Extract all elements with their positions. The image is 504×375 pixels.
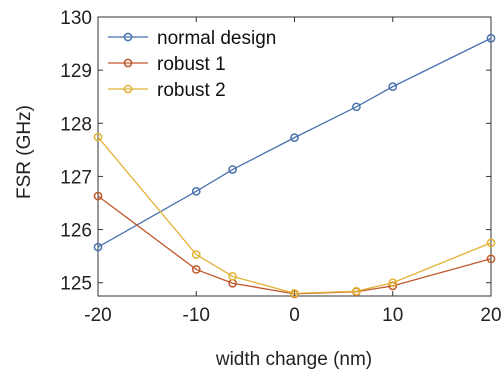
legend-item: robust 1 <box>108 54 226 75</box>
data-point <box>93 191 103 201</box>
data-point <box>191 265 201 274</box>
y-tick-label: 125 <box>60 274 92 295</box>
series-1 <box>93 33 496 252</box>
data-point <box>228 271 237 281</box>
legend-label: robust 2 <box>157 80 226 101</box>
legend: normal design robust 1 robust 2 <box>108 28 276 101</box>
data-point <box>290 133 299 142</box>
x-axis-label: width change (nm) <box>215 349 372 370</box>
series-3 <box>93 132 496 298</box>
legend-item: robust 2 <box>108 80 226 101</box>
series-group <box>93 33 496 299</box>
data-point <box>352 286 361 296</box>
y-tick-label: 130 <box>60 8 92 29</box>
y-tick-label: 128 <box>60 114 92 135</box>
data-point <box>191 186 201 196</box>
data-point <box>228 165 237 174</box>
x-tick-label: -20 <box>84 305 111 326</box>
data-point <box>191 250 201 259</box>
legend-item: normal design <box>108 28 276 49</box>
legend-label: robust 1 <box>157 54 226 75</box>
x-tick-label: 20 <box>480 305 501 326</box>
data-point <box>486 254 496 264</box>
data-point <box>388 82 398 91</box>
x-tick-label: 0 <box>289 305 300 326</box>
data-point <box>93 132 103 142</box>
y-tick-label: 127 <box>60 167 92 188</box>
data-point <box>486 238 496 248</box>
data-point <box>486 33 496 43</box>
y-axis-label: FSR (GHz) <box>14 105 35 199</box>
legend-swatch-marker <box>123 84 133 94</box>
legend-swatch-marker <box>123 58 133 68</box>
data-point <box>93 242 103 252</box>
y-tick-label: 129 <box>60 61 92 82</box>
data-point <box>290 288 299 298</box>
x-tick-label: -10 <box>183 305 210 326</box>
data-point <box>352 102 361 112</box>
legend-swatch-marker <box>123 32 133 42</box>
series-line <box>97 136 492 294</box>
series-line <box>97 195 492 295</box>
series-2 <box>93 191 496 299</box>
axis-ticks: -20 -10 0 10 20 125 126 127 128 129 130 <box>60 8 501 326</box>
legend-label: normal design <box>157 28 276 49</box>
y-tick-label: 126 <box>60 221 92 242</box>
data-point <box>388 278 398 288</box>
x-tick-label: 10 <box>382 305 403 326</box>
series-line <box>97 37 492 248</box>
